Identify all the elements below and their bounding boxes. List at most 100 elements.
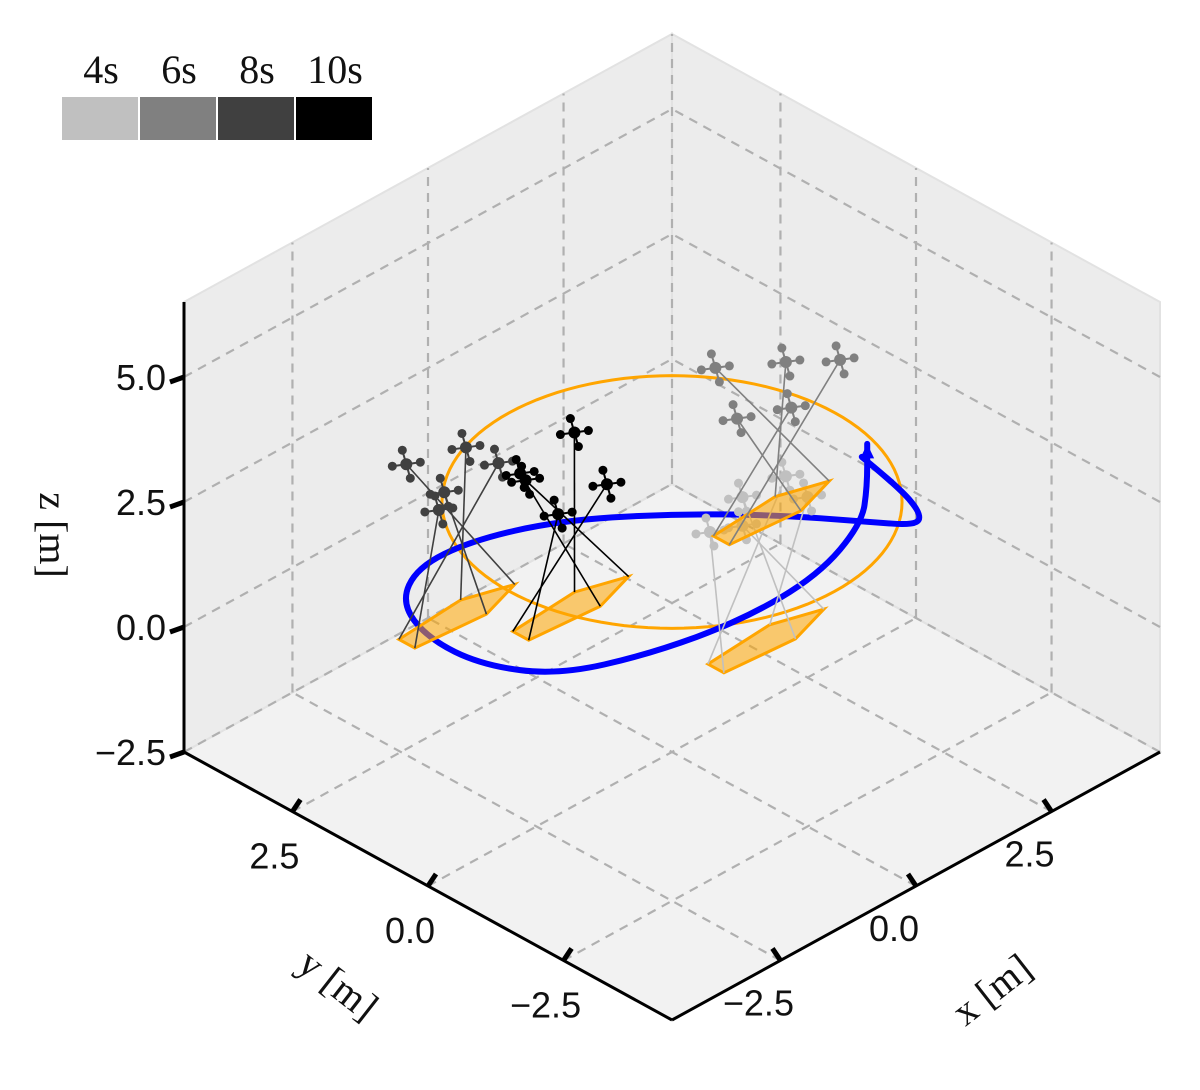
back-right-grid-horizontal bbox=[671, 233, 1161, 503]
chart-ticks: −2.5 2.5 0.0 0.0 2.5 −2.5 −2.5 0.0 2.5 5.0 bbox=[95, 357, 1055, 1025]
legend-swatch-10s bbox=[296, 97, 372, 140]
cable bbox=[768, 496, 809, 625]
legend-swatch-6s bbox=[140, 97, 216, 140]
drone-rotor bbox=[723, 494, 733, 504]
drone-rotor bbox=[799, 478, 809, 488]
cable bbox=[459, 447, 467, 601]
y-tick-label: 2.5 bbox=[249, 836, 299, 877]
drone-rotor bbox=[565, 414, 575, 424]
y-tick-mark bbox=[561, 947, 574, 962]
y-axis-label: y [m] bbox=[290, 940, 387, 1029]
cable bbox=[774, 361, 787, 497]
drone-body bbox=[438, 486, 451, 499]
drone-rotor bbox=[475, 440, 485, 450]
floor-grid-line-y bbox=[291, 542, 781, 813]
drone-rotor bbox=[567, 507, 577, 517]
drone-rotor bbox=[453, 485, 463, 495]
x-tick-label: −2.5 bbox=[723, 982, 794, 1023]
drone-rotor bbox=[790, 417, 800, 427]
x-axis-label: x [m] bbox=[943, 945, 1040, 1034]
cable bbox=[405, 463, 516, 586]
back-left-grid-horizontal bbox=[183, 108, 673, 378]
cable bbox=[512, 483, 608, 632]
y-tick-label: 0.0 bbox=[385, 910, 435, 951]
drone-rotor bbox=[387, 461, 397, 471]
floor-grid-line-x bbox=[563, 542, 1053, 813]
cable bbox=[736, 418, 802, 512]
cable bbox=[712, 407, 792, 537]
drone-rotor bbox=[465, 456, 475, 466]
drone-rotor bbox=[588, 481, 598, 491]
drone-rotor bbox=[718, 416, 728, 426]
drone-rotor bbox=[736, 428, 746, 438]
drone-body bbox=[779, 470, 792, 483]
z-tick-mark bbox=[169, 749, 185, 760]
y-tick-label: −2.5 bbox=[510, 984, 581, 1025]
cable bbox=[709, 531, 725, 673]
legend-swatch-8s bbox=[218, 97, 294, 140]
drone-rotor bbox=[821, 357, 831, 367]
drone-rotor bbox=[709, 541, 719, 551]
drone-rotor bbox=[420, 507, 430, 517]
drone-body bbox=[568, 426, 581, 439]
z-tick-label: 0.0 bbox=[116, 607, 166, 648]
y-tick-mark bbox=[290, 798, 303, 813]
drone-rotor bbox=[479, 460, 489, 470]
drone-rotor bbox=[535, 473, 545, 483]
z-tick-mark bbox=[169, 499, 185, 510]
snapshot-6s bbox=[696, 341, 859, 547]
drone-rotor bbox=[583, 426, 593, 436]
floor-grid-line-y bbox=[427, 617, 917, 887]
drone-rotor bbox=[598, 465, 608, 475]
cable bbox=[525, 479, 630, 578]
drone-rotor bbox=[701, 513, 711, 523]
floor-grid-line-x bbox=[291, 691, 781, 962]
cable bbox=[728, 359, 841, 546]
drone-rotor bbox=[839, 369, 849, 379]
drone-rotor bbox=[795, 469, 805, 479]
back-left-grid-horizontal bbox=[183, 483, 673, 753]
x-tick-mark bbox=[905, 872, 919, 888]
drone-rotor bbox=[519, 482, 529, 492]
drone-rotor bbox=[714, 377, 724, 387]
drone-rotor bbox=[795, 355, 805, 365]
z-tick-mark bbox=[169, 374, 185, 385]
z-tick-label: 5.0 bbox=[116, 357, 166, 398]
payload-plate bbox=[509, 573, 634, 642]
drone-rotor bbox=[529, 466, 539, 476]
drone-rotor bbox=[425, 489, 435, 499]
drone-rotor bbox=[807, 506, 817, 516]
legend-label-6s: 6s bbox=[161, 47, 197, 92]
drone-rotor bbox=[691, 529, 701, 539]
drone-rotor bbox=[435, 473, 445, 483]
x-tick-mark bbox=[770, 947, 783, 962]
legend-label-10s: 10s bbox=[307, 47, 363, 92]
drone-body bbox=[709, 361, 722, 374]
drone-rotor bbox=[733, 507, 743, 517]
z-tick-label: −2.5 bbox=[95, 732, 166, 773]
drone-rotor bbox=[746, 412, 756, 422]
drone-rotor bbox=[457, 428, 467, 438]
drone-body bbox=[731, 412, 744, 425]
drone-rotor bbox=[733, 478, 743, 488]
drone-rotor bbox=[800, 401, 810, 411]
drone-body bbox=[432, 503, 445, 516]
back-right-grid-horizontal bbox=[671, 108, 1161, 378]
drone-rotor bbox=[751, 490, 761, 500]
drone-rotor bbox=[489, 444, 499, 454]
legend-swatch-4s bbox=[62, 97, 138, 140]
y-tick-mark bbox=[425, 872, 439, 888]
drone-rotor bbox=[696, 365, 706, 375]
drone-rotor bbox=[724, 361, 734, 371]
x-tick-mark bbox=[1041, 798, 1054, 813]
drone-rotor bbox=[616, 477, 626, 487]
chart-snapshots bbox=[387, 341, 859, 675]
drone-rotor bbox=[443, 501, 453, 511]
snapshot-10s bbox=[501, 414, 634, 642]
legend-label-4s: 4s bbox=[83, 47, 119, 92]
back-right-grid-horizontal bbox=[671, 358, 1161, 628]
drone-body bbox=[736, 491, 749, 504]
back-left-grid-horizontal bbox=[183, 233, 673, 503]
drone-rotor bbox=[557, 523, 567, 533]
